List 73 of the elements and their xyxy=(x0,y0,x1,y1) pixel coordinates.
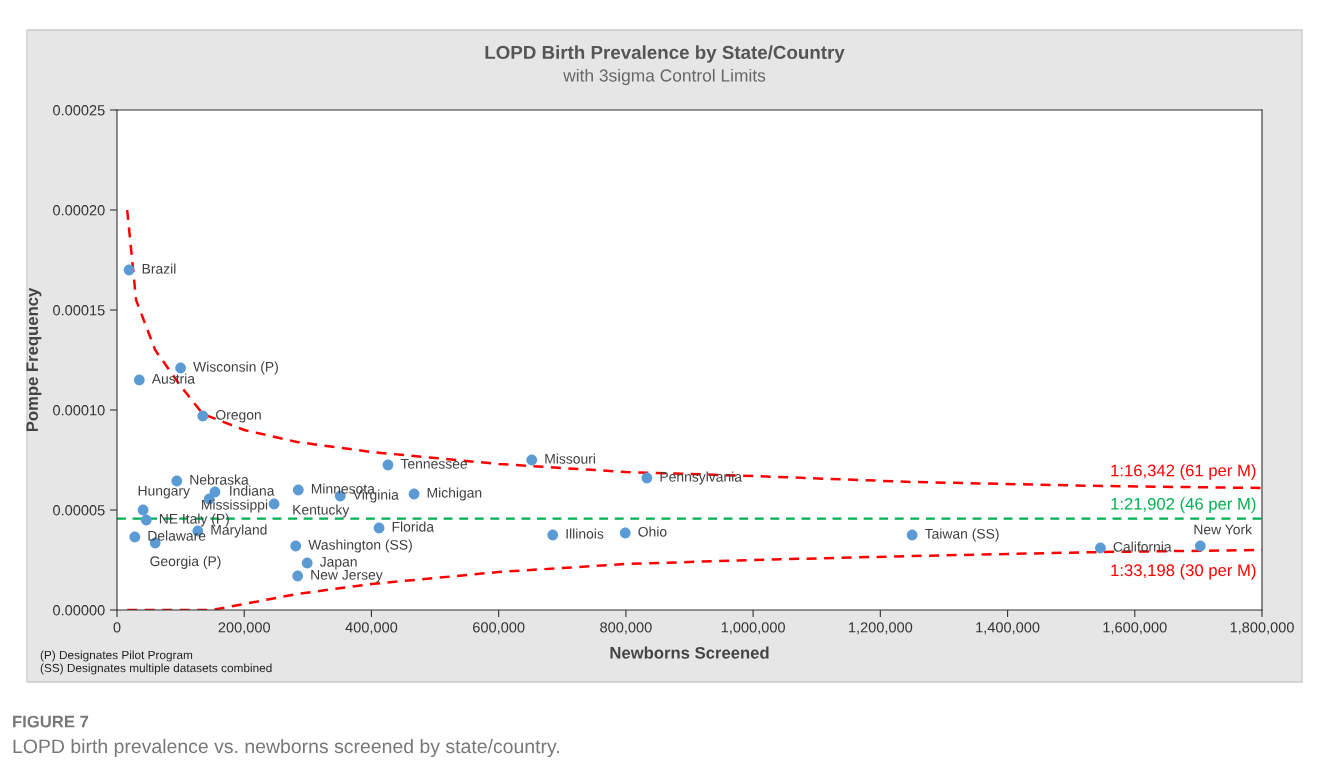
chart-subtitle: with 3sigma Control Limits xyxy=(563,68,766,86)
y-tick-label: 0.00010 xyxy=(53,405,105,416)
point xyxy=(197,410,209,422)
point xyxy=(1194,540,1206,552)
y-tick-label: 0.00005 xyxy=(53,505,105,516)
annotation: Missouri xyxy=(545,453,596,464)
annotation: Illinois xyxy=(566,528,604,539)
point xyxy=(1095,542,1106,554)
annotation: 1:33,198 (30 per M) xyxy=(1111,563,1256,580)
annotation: Ohio xyxy=(638,526,667,537)
y-tick-label: 0.00000 xyxy=(53,605,105,616)
point xyxy=(547,529,559,541)
y-axis-title: Pompe Frequency xyxy=(26,287,42,432)
annotation: New Jersey xyxy=(311,570,383,583)
point xyxy=(209,486,221,498)
point xyxy=(906,529,918,541)
point xyxy=(175,362,186,374)
x-tick-label: 400,000 xyxy=(345,622,398,635)
annotation: Tennessee xyxy=(400,459,468,469)
caption: FIGURE 7 xyxy=(13,715,89,728)
annotation: Nebraska xyxy=(190,474,249,485)
point xyxy=(290,540,302,552)
annotation: Wisconsin (P) xyxy=(193,361,278,375)
point xyxy=(133,374,145,386)
annotation: Oregon xyxy=(216,409,261,423)
annotation: Michigan xyxy=(427,487,482,501)
annotation: New York xyxy=(1194,524,1253,535)
annotation: Washington (SS) xyxy=(308,539,412,553)
chart-title: LOPD Birth Prevalence by State/Country xyxy=(485,45,845,63)
ref-line-label: 1:21,902 (46 per M) xyxy=(1111,497,1256,514)
point xyxy=(526,454,538,466)
point xyxy=(129,531,141,543)
x-axis-title: Newborns Screened xyxy=(610,646,769,659)
x-tick-label: 1,200,000 xyxy=(849,622,913,635)
point xyxy=(382,459,394,471)
annotation: Taiwan (SS) xyxy=(924,528,999,542)
point xyxy=(373,522,385,534)
annotation: Hungary xyxy=(138,485,190,499)
point xyxy=(292,484,304,496)
point xyxy=(619,527,631,539)
point xyxy=(137,504,149,516)
x-tick-label: 1,800,000 xyxy=(1230,622,1294,635)
point xyxy=(641,472,653,484)
annotation: Delaware xyxy=(148,530,206,541)
y-tick-label: 0.00020 xyxy=(53,205,105,216)
annotation: Pennsylvania xyxy=(660,471,742,485)
annotation: Japan xyxy=(319,557,357,570)
point xyxy=(301,557,313,569)
y-tick-label: 0.00015 xyxy=(53,305,105,316)
annotation: California xyxy=(1113,541,1172,552)
point xyxy=(292,570,304,582)
y-tick-label: 0.00025 xyxy=(53,105,105,116)
x-tick-label: 200,000 xyxy=(218,622,271,635)
annotation: Georgia (P) xyxy=(150,555,221,569)
annotation: Florida xyxy=(392,521,435,532)
point xyxy=(123,264,135,276)
x-tick-label: 0 xyxy=(113,622,121,633)
x-tick-label: 600,000 xyxy=(473,622,525,635)
annotation: Brazil xyxy=(142,263,176,274)
x-tick-label: 800,000 xyxy=(600,622,652,635)
annotation: Mississippi xyxy=(202,499,268,513)
point xyxy=(268,498,280,510)
text: (SS) Designates multiple datasets combined xyxy=(40,663,272,675)
point xyxy=(408,488,420,500)
point xyxy=(140,514,152,526)
annotation: 1:16,342 (61 per M) xyxy=(1111,464,1256,480)
x-tick-label: 1,600,000 xyxy=(1103,622,1167,635)
text: LOPD birth prevalence vs. newborns screened by state/country. xyxy=(13,738,559,758)
annotation: Kentucky xyxy=(293,504,350,518)
annotation: Indiana xyxy=(230,485,275,496)
x-tick-label: 1,400,000 xyxy=(976,622,1040,635)
x-tick-label: 1,000,000 xyxy=(721,622,785,635)
text: (P) Designates Pilot Program xyxy=(40,650,193,662)
